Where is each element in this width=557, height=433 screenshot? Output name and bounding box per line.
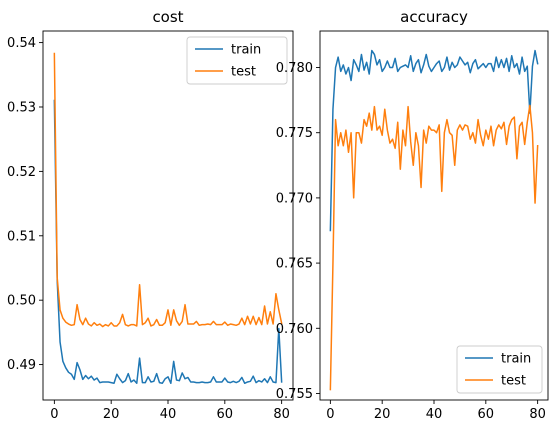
accuracy-ytick-label: 0.765 (276, 257, 313, 272)
accuracy-xtick-label: 20 (374, 407, 391, 422)
cost-xtick-label: 0 (50, 407, 58, 422)
cost-series-train (53, 99, 283, 385)
cost-plot-area (53, 52, 283, 385)
accuracy-x-axis: 0 20 40 60 80 (326, 400, 546, 422)
accuracy-xtick-label: 0 (326, 407, 334, 422)
cost-xtick-label: 20 (103, 407, 120, 422)
cost-ytick-label: 0.54 (7, 36, 36, 51)
cost-xtick-label: 40 (160, 407, 177, 422)
cost-ytick-label: 0.49 (7, 358, 36, 373)
cost-title: cost (152, 8, 183, 26)
cost-legend-label-train: train (231, 43, 261, 58)
cost-ytick-label: 0.50 (7, 294, 36, 309)
cost-xtick-label: 80 (273, 407, 290, 422)
cost-legend: train test (186, 36, 288, 85)
accuracy-legend-label-train: train (501, 352, 531, 367)
accuracy-title: accuracy (400, 8, 468, 26)
accuracy-xtick-label: 40 (426, 407, 443, 422)
accuracy-y-axis: 0.755 0.760 0.765 0.770 0.775 0.780 (276, 61, 320, 402)
accuracy-series-test (329, 104, 539, 391)
accuracy-legend-label-test: test (501, 374, 526, 389)
accuracy-plot-area (329, 49, 539, 391)
accuracy-xtick-label: 60 (478, 407, 495, 422)
accuracy-legend: train test (456, 345, 543, 394)
accuracy-subplot: accuracy 0 20 40 60 80 0.7550.7600.7650.7700… (276, 8, 549, 422)
cost-xtick-label: 60 (217, 407, 234, 422)
cost-legend-label-test: test (231, 65, 256, 80)
cost-ytick-label: 0.53 (7, 100, 36, 115)
accuracy-xtick-label: 80 (529, 407, 546, 422)
accuracy-ytick-label: 0.760 (276, 322, 313, 337)
accuracy-ytick-label: 0.780 (276, 61, 313, 76)
cost-ytick-label: 0.52 (7, 165, 36, 180)
accuracy-ytick-label: 0.770 (276, 191, 313, 206)
accuracy-series-train (329, 49, 539, 232)
accuracy-ytick-label: 0.775 (276, 126, 313, 141)
cost-ytick-label: 0.51 (7, 229, 36, 244)
accuracy-ytick-label: 0.755 (276, 387, 313, 402)
cost-y-axis: 0.49 0.50 0.51 0.52 0.53 0.54 (7, 36, 43, 373)
cost-series-test (53, 52, 283, 328)
cost-x-axis: 0 20 40 60 80 (50, 400, 290, 422)
cost-subplot: cost 0 20 40 60 80 0.490.500.510.520.530.54 … (7, 8, 294, 422)
